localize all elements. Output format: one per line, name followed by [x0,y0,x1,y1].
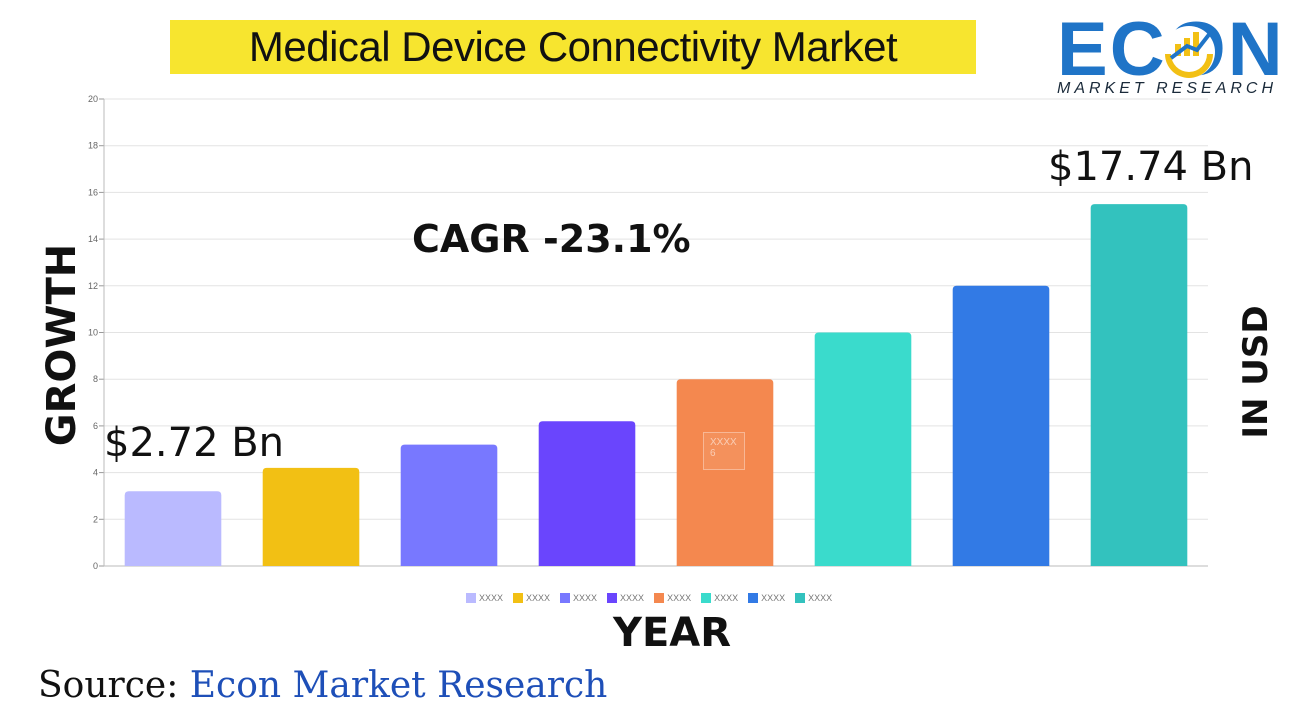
source-prefix: Source: [38,665,179,706]
y-tick-label: 12 [88,281,98,291]
legend-item[interactable]: XXXX [654,593,691,603]
y-tick-label: 2 [93,514,98,524]
y-tick-label: 4 [93,468,98,478]
chart-title: Medical Device Connectivity Market [248,23,898,70]
logo-subtitle: MARKET RESEARCH [1057,80,1278,97]
legend-item[interactable]: XXXX [560,593,597,603]
title-banner: Medical Device Connectivity Market [170,20,976,74]
legend-item[interactable]: XXXX [513,593,550,603]
bar [1090,204,1188,566]
bar [400,444,498,566]
end-value-annotation: $17.74 Bn [1048,144,1254,190]
legend-swatch [701,593,712,603]
bar [814,332,912,566]
bar [676,379,774,566]
legend-label: XXXX [479,593,504,603]
legend-label: XXXX [714,593,739,603]
bar-watermark: XXXX 6 [703,432,745,470]
start-value-annotation: $2.72 Bn [104,420,285,466]
logo-growth-icon [1163,26,1215,78]
legend-label: XXXX [761,593,786,603]
y-axis-label: GROWTH [39,243,85,447]
bar [262,467,360,566]
chart-legend: XXXX XXXX XXXX XXXX XXXX XXXX XXXX XXXX [466,593,832,603]
legend-swatch [654,593,665,603]
y-tick-label: 6 [93,421,98,431]
legend-swatch [466,593,476,603]
legend-swatch [560,593,571,603]
cagr-annotation: CAGR -23.1% [412,217,691,261]
source-line: Source: Econ Market Research [38,665,607,706]
legend-item[interactable]: XXXX [748,593,785,603]
y-tick-label: 8 [93,374,98,384]
legend-item[interactable]: XXXX [701,593,738,603]
legend-label: XXXX [573,593,598,603]
unit-label: IN USD [1236,305,1276,439]
source-name[interactable]: Econ Market Research [189,665,608,706]
y-tick-label: 20 [88,94,98,104]
legend-label: XXXX [526,593,551,603]
econ-logo: ECON MARKET RESEARCH [1055,10,1295,105]
y-tick-label: 14 [88,234,98,244]
legend-swatch [513,593,524,603]
bar [124,491,222,566]
legend-label: XXXX [667,593,692,603]
legend-item[interactable]: XXXX [795,593,832,603]
y-tick-label: 0 [93,561,98,571]
legend-swatch [795,593,806,603]
bar [952,285,1050,566]
legend-item[interactable]: XXXX [607,593,644,603]
legend-label: XXXX [808,593,833,603]
legend-item[interactable]: XXXX [466,593,503,603]
legend-swatch [607,593,618,603]
y-tick-label: 18 [88,141,98,151]
legend-swatch [748,593,759,603]
bar [538,421,636,566]
legend-label: XXXX [620,593,645,603]
y-tick-label: 16 [88,187,98,197]
x-axis-label: YEAR [612,610,732,656]
y-tick-label: 10 [88,328,98,338]
